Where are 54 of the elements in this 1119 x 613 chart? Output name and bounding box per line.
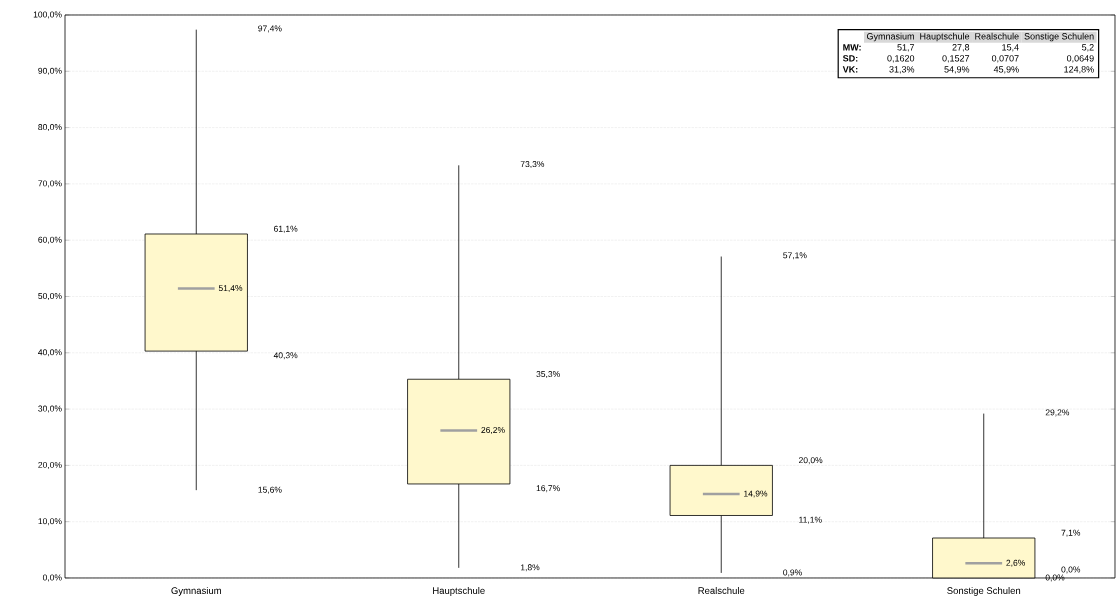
- text: 16,7%: [536, 485, 560, 493]
- text: 97,4%: [258, 25, 282, 33]
- text: 11,1%: [799, 516, 822, 524]
- text: 73,3%: [520, 161, 545, 169]
- x-tick-label: Sonstige Schulen: [947, 587, 1021, 596]
- y-tick-label: 0,0%: [42, 574, 62, 582]
- y-tick-label: 20,0%: [38, 461, 62, 469]
- annotation: 45,9%: [993, 66, 1019, 74]
- annotation: SD:: [842, 55, 858, 62]
- annotation: MW:: [843, 44, 861, 51]
- x-tick-label: Gymnasium: [171, 587, 221, 596]
- annotation: 31,3%: [889, 66, 915, 74]
- annotation: Hauptschule: [920, 32, 970, 42]
- text: 57,1%: [783, 252, 807, 260]
- text: 35,3%: [536, 371, 560, 379]
- x-tick-label: Hauptschule: [433, 587, 485, 596]
- text: 0,9%: [783, 569, 802, 577]
- annotation: 51,7: [897, 44, 915, 52]
- text: 51,4%: [218, 285, 243, 293]
- y-tick-label: 50,0%: [38, 292, 62, 300]
- annotation: 0,0707: [991, 55, 1019, 63]
- text: 61,1%: [274, 225, 298, 233]
- annotation: 27,8: [952, 44, 970, 52]
- text: 2,6%: [1006, 559, 1026, 567]
- y-tick-label: 90,0%: [38, 67, 62, 75]
- text: 1,8%: [520, 564, 540, 572]
- text: 0,0%: [1045, 574, 1065, 582]
- text: 29,2%: [1045, 409, 1070, 417]
- text: 15,6%: [258, 486, 282, 494]
- y-tick-label: 60,0%: [38, 236, 62, 244]
- text: 14,9%: [744, 490, 768, 498]
- annotation: 5,2: [1081, 44, 1094, 52]
- y-tick-label: 30,0%: [38, 405, 62, 413]
- annotation: Gymnasium: [866, 32, 914, 42]
- text: 20,0%: [798, 457, 823, 465]
- annotation: 0,1527: [942, 55, 970, 63]
- y-tick-label: 10,0%: [38, 518, 62, 526]
- y-tick-label: 80,0%: [38, 124, 62, 132]
- text: 7,1%: [1061, 529, 1081, 537]
- y-tick-label: 40,0%: [38, 349, 62, 357]
- annotation: Sonstige Schulen: [1024, 32, 1094, 42]
- annotation: VK:: [842, 66, 858, 73]
- text: 40,3%: [273, 352, 298, 360]
- annotation: 54,9%: [944, 66, 970, 74]
- annotation: 0,0649: [1066, 55, 1094, 63]
- text: 26,2%: [481, 426, 505, 434]
- y-tick-label: 70,0%: [38, 180, 62, 188]
- annotation: 124,8%: [1064, 66, 1094, 74]
- x-tick-label: Realschule: [698, 587, 745, 594]
- text: 0,0%: [1061, 566, 1081, 574]
- annotation: Realschule: [975, 32, 1019, 40]
- annotation: 0,1620: [887, 55, 915, 63]
- y-tick-label: 100,0%: [33, 11, 62, 19]
- annotation: 15,4: [1002, 44, 1019, 52]
